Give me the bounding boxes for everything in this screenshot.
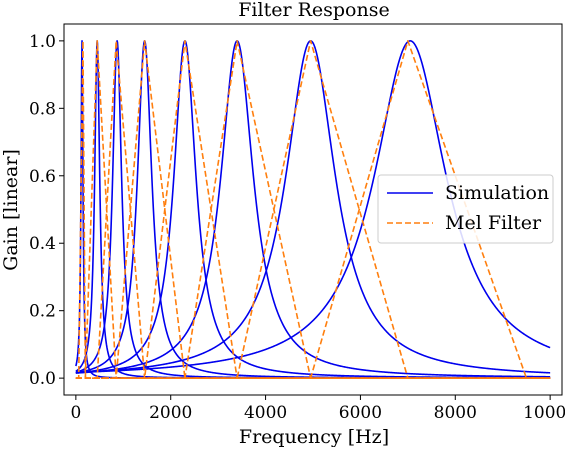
y-axis-ticks: 0.0 0.2 0.4 0.6 0.8 1.0	[29, 32, 64, 389]
y-tick-label: 0.2	[29, 302, 56, 322]
y-axis-label: Gain [linear]	[0, 149, 22, 271]
x-tick-label: 6000	[339, 403, 382, 423]
simulation-curve-7	[75, 40, 551, 374]
y-tick-label: 0.8	[29, 99, 56, 119]
x-axis-label: Frequency [Hz]	[239, 426, 389, 447]
mel-filter-curve-8	[75, 40, 551, 379]
y-tick-label: 0.4	[29, 234, 56, 254]
legend: Simulation Mel Filter	[377, 174, 554, 244]
plot-frame	[63, 23, 563, 396]
x-tick-label: 0	[70, 403, 81, 423]
legend-box	[377, 174, 554, 244]
chart-title: Filter Response	[238, 0, 389, 21]
y-tick-label: 0.6	[29, 167, 56, 187]
x-tick-label: 4000	[244, 403, 287, 423]
y-tick-label: 0.0	[29, 369, 56, 389]
x-tick-label: 2000	[149, 403, 192, 423]
plot-series	[75, 40, 551, 379]
simulation-curve-8	[75, 40, 551, 374]
x-tick-label: 8000	[434, 403, 477, 423]
simulation-curve-6	[75, 40, 551, 378]
legend-label-1: Simulation	[445, 182, 549, 204]
y-tick-label: 1.0	[29, 32, 56, 52]
legend-label-2: Mel Filter	[445, 212, 542, 234]
mel-filter-curve-7	[75, 40, 551, 379]
